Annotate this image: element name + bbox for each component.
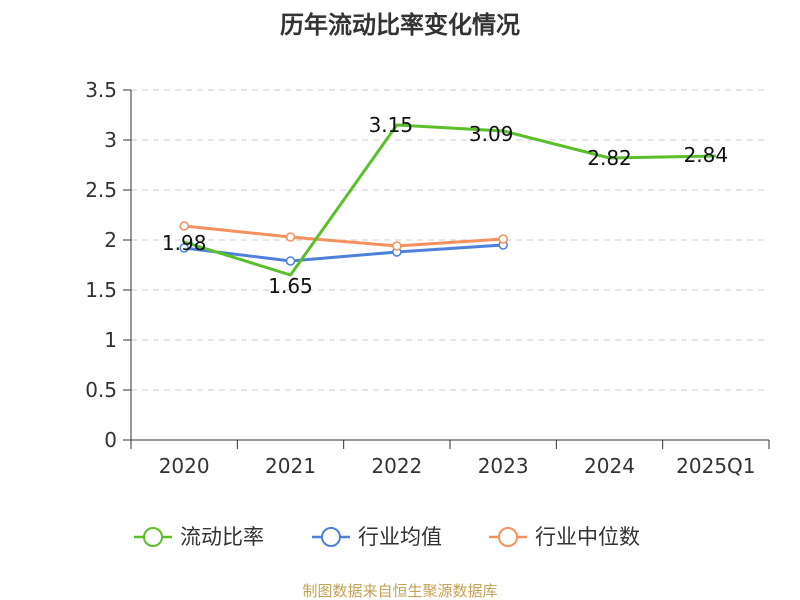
chart-title: 历年流动比率变化情况 bbox=[280, 11, 520, 39]
y-tick-label: 2.5 bbox=[85, 178, 117, 202]
y-tick-label: 2 bbox=[104, 228, 117, 252]
y-tick-label: 3 bbox=[104, 128, 117, 152]
data-point[interactable] bbox=[179, 221, 189, 231]
x-tick-label: 2024 bbox=[584, 454, 635, 478]
series-0 bbox=[183, 123, 716, 277]
series-line bbox=[183, 123, 716, 277]
y-tick-label: 1 bbox=[104, 328, 117, 352]
x-tick-label: 2022 bbox=[371, 454, 422, 478]
axes: 0 0.5 1 1.5 2 2.5 3 3.5 2020 2021 2022 2023 2024 2025… bbox=[85, 78, 770, 478]
legend-label: 行业中位数 bbox=[535, 525, 640, 549]
data-point[interactable] bbox=[498, 234, 508, 244]
data-label: 1.98 bbox=[162, 231, 207, 255]
data-label: 2.84 bbox=[684, 143, 729, 167]
y-tick-label: 0 bbox=[104, 428, 117, 452]
series-2 bbox=[179, 221, 508, 251]
legend-item[interactable]: 流动比率 bbox=[134, 525, 264, 549]
data-point[interactable] bbox=[285, 232, 296, 242]
source-note: 制图数据来自恒生聚源数据库 bbox=[302, 582, 497, 600]
x-tick-label: 2023 bbox=[478, 454, 529, 478]
data-label: 2.82 bbox=[587, 146, 632, 170]
legend-label: 行业均值 bbox=[358, 525, 442, 549]
series-line bbox=[183, 243, 504, 263]
series-1 bbox=[179, 240, 508, 266]
y-tick-label: 3.5 bbox=[85, 78, 117, 102]
legend-marker-icon bbox=[143, 527, 163, 547]
legend-label: 流动比率 bbox=[180, 525, 264, 549]
data-point[interactable] bbox=[392, 241, 402, 251]
legend-marker-icon bbox=[321, 527, 341, 547]
grid-lines bbox=[131, 89, 769, 391]
x-tick-label: 2025Q1 bbox=[676, 454, 755, 478]
data-label: 3.09 bbox=[469, 122, 514, 146]
legend-item[interactable]: 行业中位数 bbox=[489, 525, 640, 549]
data-label: 3.15 bbox=[369, 113, 414, 137]
data-label: 1.65 bbox=[268, 274, 313, 298]
legend: 流动比率 行业均值 行业中位数 bbox=[134, 525, 640, 549]
legend-marker-icon bbox=[498, 527, 518, 547]
x-tick-label: 2020 bbox=[159, 454, 210, 478]
y-tick-label: 0.5 bbox=[85, 378, 117, 402]
series-layer: 1.98 1.65 3.15 3.09 2.82 2.84 bbox=[162, 113, 728, 298]
legend-item[interactable]: 行业均值 bbox=[312, 525, 442, 549]
y-tick-label: 1.5 bbox=[85, 278, 117, 302]
data-point[interactable] bbox=[179, 243, 189, 253]
x-tick-label: 2021 bbox=[265, 454, 316, 478]
series-line bbox=[184, 224, 504, 248]
data-point[interactable] bbox=[285, 256, 296, 266]
